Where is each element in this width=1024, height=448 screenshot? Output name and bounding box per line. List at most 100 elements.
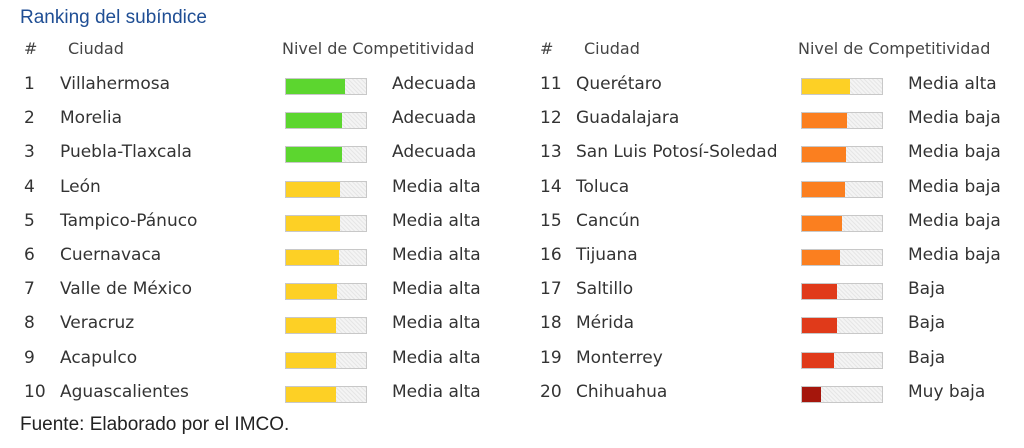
competitiveness-bar-fill: [286, 318, 336, 334]
competitiveness-bar-fill: [286, 215, 340, 231]
competitiveness-bar-fill: [802, 352, 834, 368]
competitiveness-level: Baja: [908, 347, 946, 368]
competitiveness-level: Media alta: [392, 245, 481, 265]
rank-number: 8: [24, 313, 35, 334]
competitiveness-bar-fill: [802, 79, 850, 94]
rank-number: 13: [540, 142, 562, 163]
table-row: 19 Monterrey Baja: [516, 343, 1016, 375]
table-row: 6 Cuernavaca Media alta: [0, 240, 500, 272]
header-city: Ciudad: [584, 39, 640, 58]
rank-number: 12: [540, 108, 562, 129]
competitiveness-level: Media alta: [392, 347, 481, 368]
city-name: Acapulco: [60, 347, 138, 368]
table-row: 9 Acapulco Media alta: [0, 343, 500, 375]
table-row: 4 León Media alta: [0, 172, 500, 204]
city-name: Cancún: [576, 210, 640, 231]
competitiveness-bar-fill: [286, 284, 337, 300]
competitiveness-level: Adecuada: [392, 142, 477, 163]
competitiveness-bar-fill: [802, 147, 846, 163]
competitiveness-bar-fill: [286, 147, 342, 163]
table-row: 12 Guadalajara Media baja: [516, 103, 1016, 135]
competitiveness-bar: [285, 214, 367, 232]
city-name: Villahermosa: [60, 74, 171, 94]
competitiveness-bar-fill: [802, 181, 845, 197]
competitiveness-bar: [285, 283, 367, 301]
competitiveness-bar-fill: [286, 79, 345, 94]
city-name: Querétaro: [576, 74, 662, 94]
competitiveness-bar-fill: [802, 250, 840, 265]
competitiveness-bar-fill: [802, 318, 837, 334]
header-rank: #: [540, 39, 554, 58]
city-name: Veracruz: [60, 313, 135, 334]
competitiveness-level: Media alta: [908, 74, 997, 94]
city-name: Tijuana: [576, 245, 638, 265]
table-row: 20 Chihuahua Muy baja: [516, 377, 1016, 409]
competitiveness-bar: [801, 317, 883, 335]
table-row: 7 Valle de México Media alta: [0, 274, 500, 306]
rank-number: 10: [24, 381, 46, 402]
competitiveness-bar-fill: [286, 113, 342, 129]
competitiveness-level: Media alta: [392, 279, 481, 300]
competitiveness-level: Muy baja: [908, 381, 986, 402]
source-note: Fuente: Elaborado por el IMCO.: [20, 414, 290, 435]
table-row: 3 Puebla-Tlaxcala Adecuada: [0, 137, 500, 169]
competitiveness-bar: [285, 385, 367, 403]
city-name: León: [60, 176, 101, 197]
city-name: Aguascalientes: [60, 381, 189, 402]
table-row: 13 San Luis Potosí-Soledad Media baja: [516, 137, 1016, 169]
competitiveness-bar: [801, 351, 883, 369]
rank-number: 9: [24, 347, 35, 368]
competitiveness-bar: [285, 351, 367, 369]
competitiveness-bar: [285, 249, 367, 266]
competitiveness-bar: [801, 283, 883, 301]
table-row: 2 Morelia Adecuada: [0, 103, 500, 135]
city-name: Toluca: [576, 176, 630, 197]
rank-number: 5: [24, 210, 35, 231]
rank-number: 16: [540, 245, 562, 265]
competitiveness-level: Media baja: [908, 142, 1001, 163]
rank-number: 7: [24, 279, 35, 300]
competitiveness-bar-fill: [802, 215, 842, 231]
competitiveness-level: Media alta: [392, 210, 481, 231]
table-row: 15 Cancún Media baja: [516, 206, 1016, 238]
competitiveness-level: Baja: [908, 313, 946, 334]
competitiveness-bar-fill: [286, 352, 336, 368]
table-row: 5 Tampico-Pánuco Media alta: [0, 206, 500, 238]
city-name: Monterrey: [576, 347, 663, 368]
chart-title: Ranking del subíndice: [20, 7, 207, 28]
table-row: 1 Villahermosa Adecuada: [0, 69, 500, 101]
competitiveness-bar: [801, 214, 883, 232]
header-rank: #: [24, 39, 38, 58]
rank-number: 14: [540, 176, 562, 197]
competitiveness-level: Baja: [908, 279, 946, 300]
city-name: Guadalajara: [576, 108, 680, 129]
city-name: Saltillo: [576, 279, 634, 300]
rank-number: 3: [24, 142, 35, 163]
competitiveness-bar-fill: [286, 181, 340, 197]
competitiveness-level: Media baja: [908, 108, 1001, 129]
rank-number: 17: [540, 279, 562, 300]
competitiveness-level: Adecuada: [392, 74, 477, 94]
competitiveness-bar: [801, 112, 883, 130]
city-name: Valle de México: [60, 279, 193, 300]
city-name: Morelia: [60, 108, 123, 129]
rank-number: 19: [540, 347, 562, 368]
competitiveness-bar-fill: [802, 113, 847, 129]
table-row: 17 Saltillo Baja: [516, 274, 1016, 306]
header-city: Ciudad: [68, 39, 124, 58]
table-row: 16 Tijuana Media baja: [516, 240, 1016, 272]
competitiveness-level: Media alta: [392, 381, 481, 402]
rank-number: 11: [540, 74, 562, 94]
rank-number: 15: [540, 210, 562, 231]
table-row: 18 Mérida Baja: [516, 308, 1016, 340]
competitiveness-level: Media baja: [908, 210, 1001, 231]
competitiveness-bar-fill: [286, 386, 336, 402]
competitiveness-level: Media baja: [908, 245, 1001, 265]
table-row: 8 Veracruz Media alta: [0, 308, 500, 340]
competitiveness-bar: [285, 112, 367, 130]
rank-number: 18: [540, 313, 562, 334]
city-name: Puebla-Tlaxcala: [60, 142, 192, 163]
city-name: San Luis Potosí-Soledad: [576, 142, 778, 163]
competitiveness-bar: [285, 180, 367, 198]
rank-number: 1: [24, 74, 35, 94]
